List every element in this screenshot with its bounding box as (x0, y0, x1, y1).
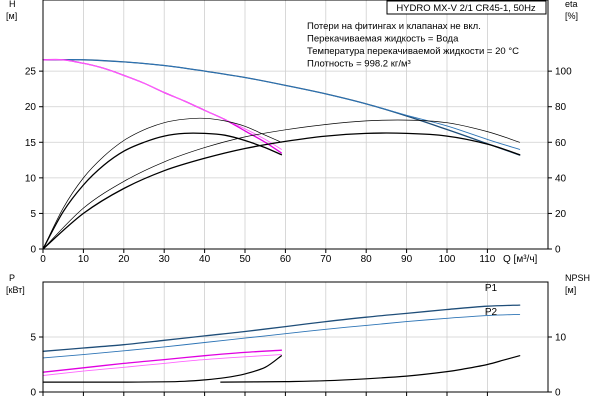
series-line-0-5 (42, 117, 282, 250)
y-right-axis-name: eta (565, 0, 578, 9)
y-left-axis-name: P (9, 273, 15, 283)
x-tick-label: 30 (159, 254, 171, 265)
plot-frame-0 (42, 0, 549, 250)
y-right-axis-unit: [%] (565, 11, 578, 21)
y-right-tick-label: 0 (555, 388, 561, 399)
series-line-1-5 (220, 355, 521, 383)
x-tick-label: 10 (78, 254, 90, 265)
y-right-axis-name: NPSH (565, 273, 590, 283)
series-line-1-1 (42, 313, 521, 359)
title-box (386, 0, 547, 15)
curve-layer (42, 58, 521, 383)
series-line-0-0 (42, 58, 521, 156)
y-right-tick-label: 20 (555, 209, 567, 220)
y-right-axis-unit: [м] (565, 285, 576, 295)
series-line-0-2 (42, 58, 283, 154)
y-left-tick-label: 20 (25, 102, 37, 113)
series-line-1-0 (42, 304, 521, 352)
series-line-1-2 (42, 349, 283, 373)
series-label-p1: P1 (485, 283, 498, 294)
y-left-tick-label: 15 (25, 138, 37, 149)
x-tick-label: 70 (320, 254, 332, 265)
x-tick-label: 20 (118, 254, 130, 265)
y-left-tick-label: 5 (30, 209, 36, 220)
info-note-3: Температура перекачиваемой жидкости = 20… (307, 46, 519, 57)
y-right-tick-label: 40 (555, 173, 567, 184)
y-left-axis-unit: [кВт] (6, 285, 25, 295)
y-right-tick-label: 0 (555, 245, 561, 256)
y-left-tick-label: 10 (25, 173, 37, 184)
series-line-1-4 (42, 355, 282, 383)
y-right-tick-label: 100 (555, 67, 572, 78)
x-tick-label: 60 (280, 254, 292, 265)
y-left-tick-label: 0 (30, 388, 36, 399)
series-line-0-1 (42, 59, 521, 150)
y-right-tick-label: 10 (555, 333, 567, 344)
series-line-0-7 (42, 119, 521, 250)
plot-frames (39, 0, 552, 396)
y-left-tick-label: 5 (30, 333, 36, 344)
info-note-4: Плотность = 998.2 кг/м³ (307, 59, 411, 70)
x-axis-label: Q [м³/ч] (503, 254, 538, 265)
series-line-0-6 (42, 132, 521, 250)
x-tick-label: 110 (479, 254, 495, 265)
info-note-2: Перекачиваемая жидкость = Вода (307, 34, 459, 45)
y-right-tick-label: 60 (555, 138, 567, 149)
chart-title: HYDRO MX-V 2/1 CR45-1, 50Hz (396, 3, 536, 14)
y-left-axis-unit: [м] (6, 11, 17, 21)
x-tick-label: 50 (239, 254, 251, 265)
series-label-p2: P2 (485, 307, 498, 318)
y-left-axis-name: H (9, 0, 16, 9)
y-right-tick-label: 80 (555, 102, 567, 113)
x-tick-label: 100 (439, 254, 456, 265)
x-tick-label: 40 (199, 254, 211, 265)
series-line-0-3 (42, 59, 282, 150)
info-note-1: Потери на фитингах и клапанах не вкл. (307, 21, 481, 32)
y-left-tick-label: 25 (25, 67, 37, 78)
x-tick-label: 80 (361, 254, 373, 265)
series-line-0-4 (42, 132, 283, 250)
x-tick-label: 90 (401, 254, 413, 265)
x-tick-label: 0 (40, 254, 46, 265)
y-left-tick-label: 0 (30, 245, 36, 256)
grid-lines (43, 0, 548, 392)
series-line-1-3 (42, 354, 282, 376)
